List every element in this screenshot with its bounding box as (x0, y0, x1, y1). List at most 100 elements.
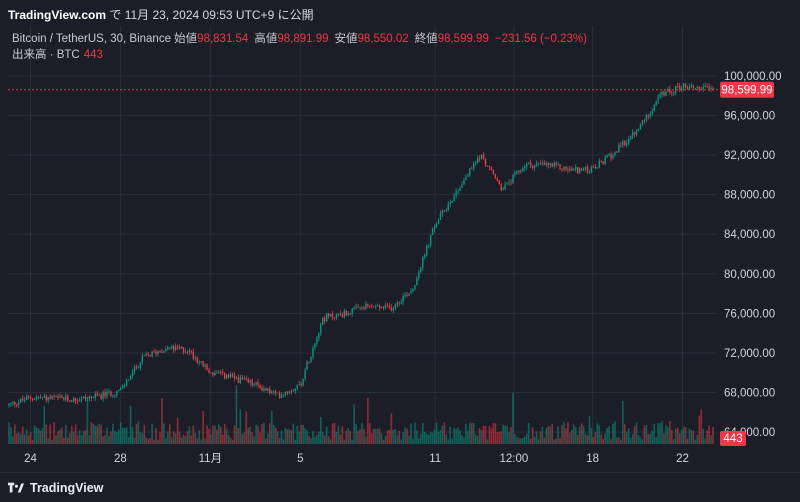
candle-body (306, 361, 308, 370)
candle-body (235, 377, 238, 379)
candle-body (10, 403, 12, 404)
candle-body (698, 87, 700, 90)
volume-bar (369, 423, 371, 444)
candle-body (184, 351, 187, 353)
volume-bar (425, 433, 428, 444)
candle-body (386, 305, 389, 306)
volume-bar (118, 429, 120, 444)
candle-body (339, 313, 342, 315)
volume-bar (319, 416, 322, 444)
candle-body (629, 135, 632, 140)
candle-body (382, 306, 385, 309)
candle-body (616, 151, 618, 153)
candle-body (369, 305, 371, 307)
candle-body (255, 382, 257, 385)
candle-body (371, 305, 373, 307)
candle-body (33, 399, 36, 400)
volume-bar (194, 432, 197, 444)
last-volume-tag: 443 (723, 433, 742, 445)
volume-bar (108, 435, 110, 444)
candle-body (527, 162, 530, 164)
candle-body (147, 353, 149, 355)
candle-body (665, 91, 667, 96)
volume-bar (639, 437, 642, 444)
volume-bar (170, 437, 173, 444)
candle-body (549, 163, 551, 166)
volume-bar (288, 429, 291, 444)
candle-body (565, 166, 567, 170)
tradingview-brand[interactable]: TradingView (8, 481, 103, 495)
open-label: 始値 (174, 33, 198, 45)
candle-body (35, 397, 38, 400)
candle-body (400, 302, 402, 304)
volume-bar (578, 426, 581, 444)
volume-value: 443 (83, 49, 103, 61)
volume-bar (490, 428, 493, 444)
candle-body (165, 349, 167, 351)
volume-bar (210, 434, 212, 444)
volume-bar (455, 428, 457, 444)
candle-body (333, 317, 336, 319)
volume-bar (314, 436, 316, 444)
volume-bar (270, 410, 273, 444)
candle-body (561, 169, 563, 171)
volume-bar (284, 427, 287, 444)
volume-bar (676, 427, 679, 444)
volume-label: 出来高 · BTC (12, 49, 80, 61)
candle-body (408, 293, 410, 296)
volume-bar (335, 431, 338, 444)
candle-body (590, 166, 593, 173)
volume-bar (588, 416, 591, 444)
candle-body (688, 86, 691, 89)
volume-bar (104, 435, 106, 444)
low-label: 安値 (334, 33, 358, 45)
candle-body (361, 307, 363, 309)
volume-bar (274, 427, 277, 444)
candle-body (180, 347, 183, 349)
volume-bar (680, 429, 683, 444)
volume-bar (243, 432, 246, 444)
price-chart[interactable]: 100,000.00 96,000.00 92,000.00 88,000.00 84,… (0, 0, 800, 472)
volume-bar (168, 424, 171, 444)
volume-bar (531, 427, 534, 444)
candle-body (259, 384, 261, 388)
volume-bar (265, 438, 267, 444)
volume-bar (63, 437, 65, 444)
candle-body (445, 210, 448, 212)
volume-bar (663, 433, 665, 444)
volume-bar (135, 423, 138, 444)
x-tick-label: 5 (297, 453, 303, 465)
candle-body (310, 356, 312, 363)
volume-bar (508, 432, 510, 444)
candle-body (84, 396, 87, 400)
volume-bar (569, 432, 571, 444)
ohlc-legend: Bitcoin / TetherUS, 30, Binance 始値98,831… (12, 30, 593, 46)
candle-body (288, 391, 291, 394)
volume-bar (343, 439, 346, 444)
candle-body (655, 101, 657, 106)
volume-bar (292, 423, 295, 444)
volume-bar (259, 432, 261, 444)
candle-body (604, 157, 606, 164)
volume-bar (447, 439, 450, 444)
candle-body (137, 367, 140, 369)
candle-body (680, 87, 683, 91)
volume-bar (53, 422, 55, 444)
volume-bar (337, 425, 340, 444)
volume-bar (563, 422, 565, 444)
candle-body (41, 397, 44, 399)
volume-bar (123, 427, 126, 444)
candle-body (453, 195, 455, 201)
candle-body (298, 383, 300, 385)
candle-body (204, 364, 206, 367)
volume-bar (249, 426, 251, 444)
candle-body (112, 395, 114, 397)
volume-bar (12, 436, 14, 444)
volume-bar (353, 404, 355, 444)
volume-bar (665, 425, 667, 444)
candle-body (669, 88, 671, 93)
candle-body (465, 176, 467, 181)
candle-body (459, 187, 461, 191)
volume-bar (300, 424, 302, 444)
brand-label: TradingView (30, 481, 104, 495)
